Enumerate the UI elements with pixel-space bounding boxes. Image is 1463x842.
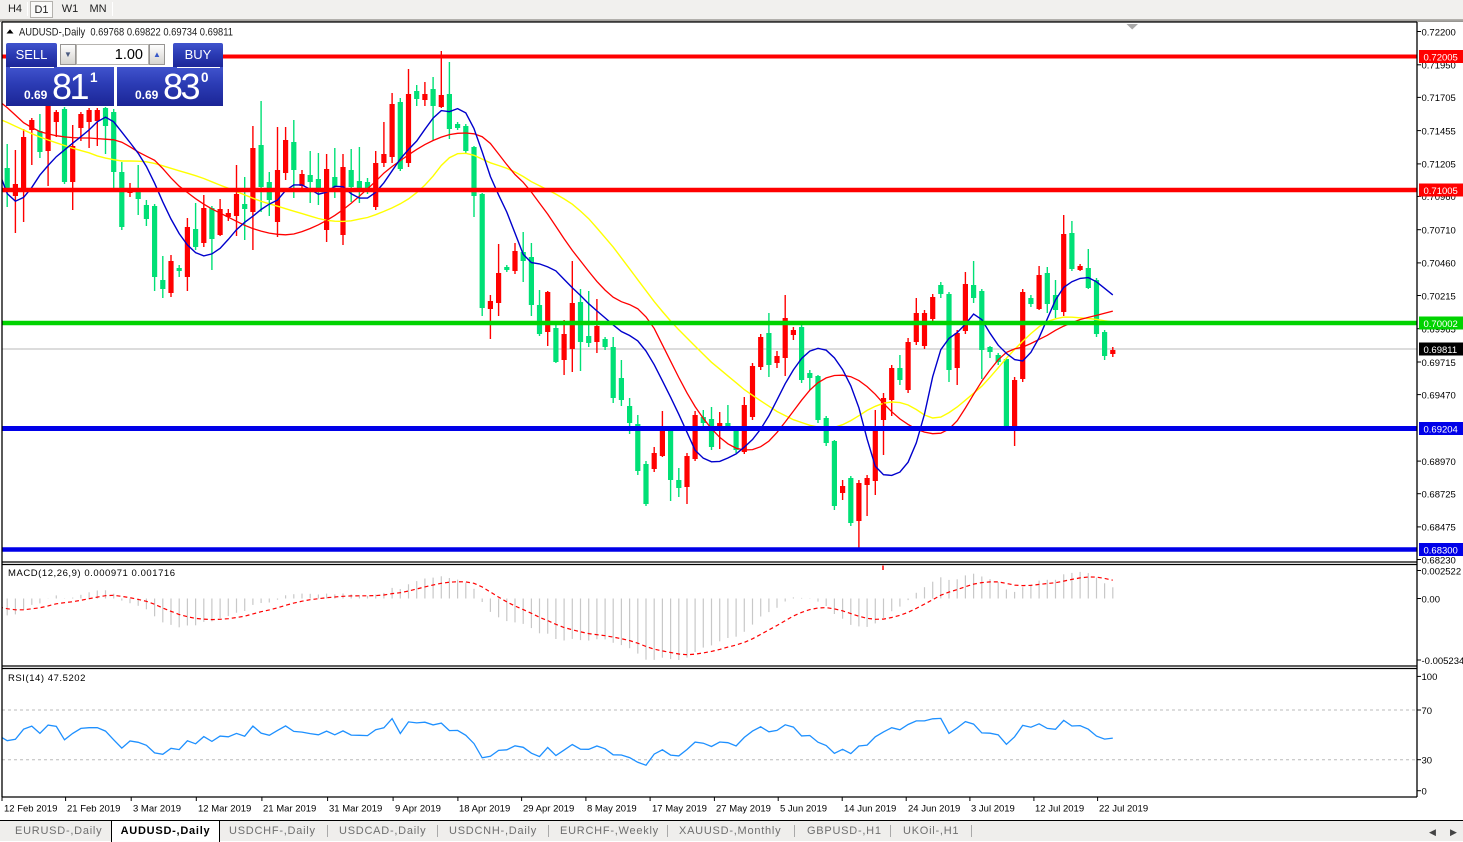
svg-text:12 Feb 2019: 12 Feb 2019	[4, 804, 57, 815]
svg-text:0.00: 0.00	[1422, 594, 1441, 605]
svg-text:0.68300: 0.68300	[1424, 545, 1458, 556]
svg-text:18 Apr 2019: 18 Apr 2019	[459, 804, 510, 815]
svg-text:14 Jun 2019: 14 Jun 2019	[844, 804, 896, 815]
svg-text:-0.005234: -0.005234	[1422, 656, 1463, 667]
svg-text:29 Apr 2019: 29 Apr 2019	[523, 804, 574, 815]
svg-text:30: 30	[1422, 756, 1433, 767]
svg-text:9 Apr 2019: 9 Apr 2019	[395, 804, 441, 815]
svg-text:0.71705: 0.71705	[1422, 93, 1456, 104]
svg-text:0.70710: 0.70710	[1422, 226, 1456, 237]
svg-text:RSI(14) 47.5202: RSI(14) 47.5202	[8, 673, 86, 684]
svg-text:12 Jul 2019: 12 Jul 2019	[1035, 804, 1084, 815]
svg-text:24 Jun 2019: 24 Jun 2019	[908, 804, 960, 815]
svg-text:17 May 2019: 17 May 2019	[652, 804, 707, 815]
svg-text:3 Mar 2019: 3 Mar 2019	[133, 804, 181, 815]
svg-text:0.69470: 0.69470	[1422, 390, 1456, 401]
svg-text:0.68725: 0.68725	[1422, 490, 1456, 501]
svg-text:100: 100	[1422, 672, 1438, 683]
svg-text:0.69811: 0.69811	[1424, 345, 1458, 356]
svg-text:0.71205: 0.71205	[1422, 160, 1456, 171]
svg-text:0.72200: 0.72200	[1422, 27, 1456, 38]
svg-text:0.002522: 0.002522	[1422, 566, 1462, 577]
svg-text:0.71005: 0.71005	[1424, 186, 1458, 197]
svg-text:0: 0	[1422, 787, 1427, 798]
svg-text:31 Mar 2019: 31 Mar 2019	[329, 804, 382, 815]
svg-text:22 Jul 2019: 22 Jul 2019	[1099, 804, 1148, 815]
svg-text:12 Mar 2019: 12 Mar 2019	[198, 804, 251, 815]
svg-text:MACD(12,26,9) 0.000971 0.00171: MACD(12,26,9) 0.000971 0.001716	[8, 568, 176, 579]
svg-text:AUDUSD-,Daily 0.69768 0.69822: AUDUSD-,Daily 0.69768 0.69822 0.69734 0.…	[19, 27, 233, 39]
svg-text:21 Feb 2019: 21 Feb 2019	[67, 804, 120, 815]
svg-text:0.68230: 0.68230	[1422, 555, 1456, 566]
svg-text:0.69204: 0.69204	[1424, 424, 1458, 435]
svg-text:0.70215: 0.70215	[1422, 291, 1456, 302]
svg-text:0.69715: 0.69715	[1422, 358, 1456, 369]
svg-text:0.70002: 0.70002	[1424, 319, 1458, 330]
svg-text:0.72005: 0.72005	[1424, 52, 1458, 63]
svg-text:27 May 2019: 27 May 2019	[716, 804, 771, 815]
svg-text:0.70460: 0.70460	[1422, 259, 1456, 270]
svg-text:5 Jun 2019: 5 Jun 2019	[780, 804, 827, 815]
svg-text:0.68970: 0.68970	[1422, 457, 1456, 468]
svg-text:0.71455: 0.71455	[1422, 126, 1456, 137]
svg-text:0.68475: 0.68475	[1422, 523, 1456, 534]
svg-text:21 Mar 2019: 21 Mar 2019	[263, 804, 316, 815]
svg-text:8 May 2019: 8 May 2019	[587, 804, 637, 815]
svg-text:3 Jul 2019: 3 Jul 2019	[971, 804, 1015, 815]
svg-text:70: 70	[1422, 706, 1433, 717]
